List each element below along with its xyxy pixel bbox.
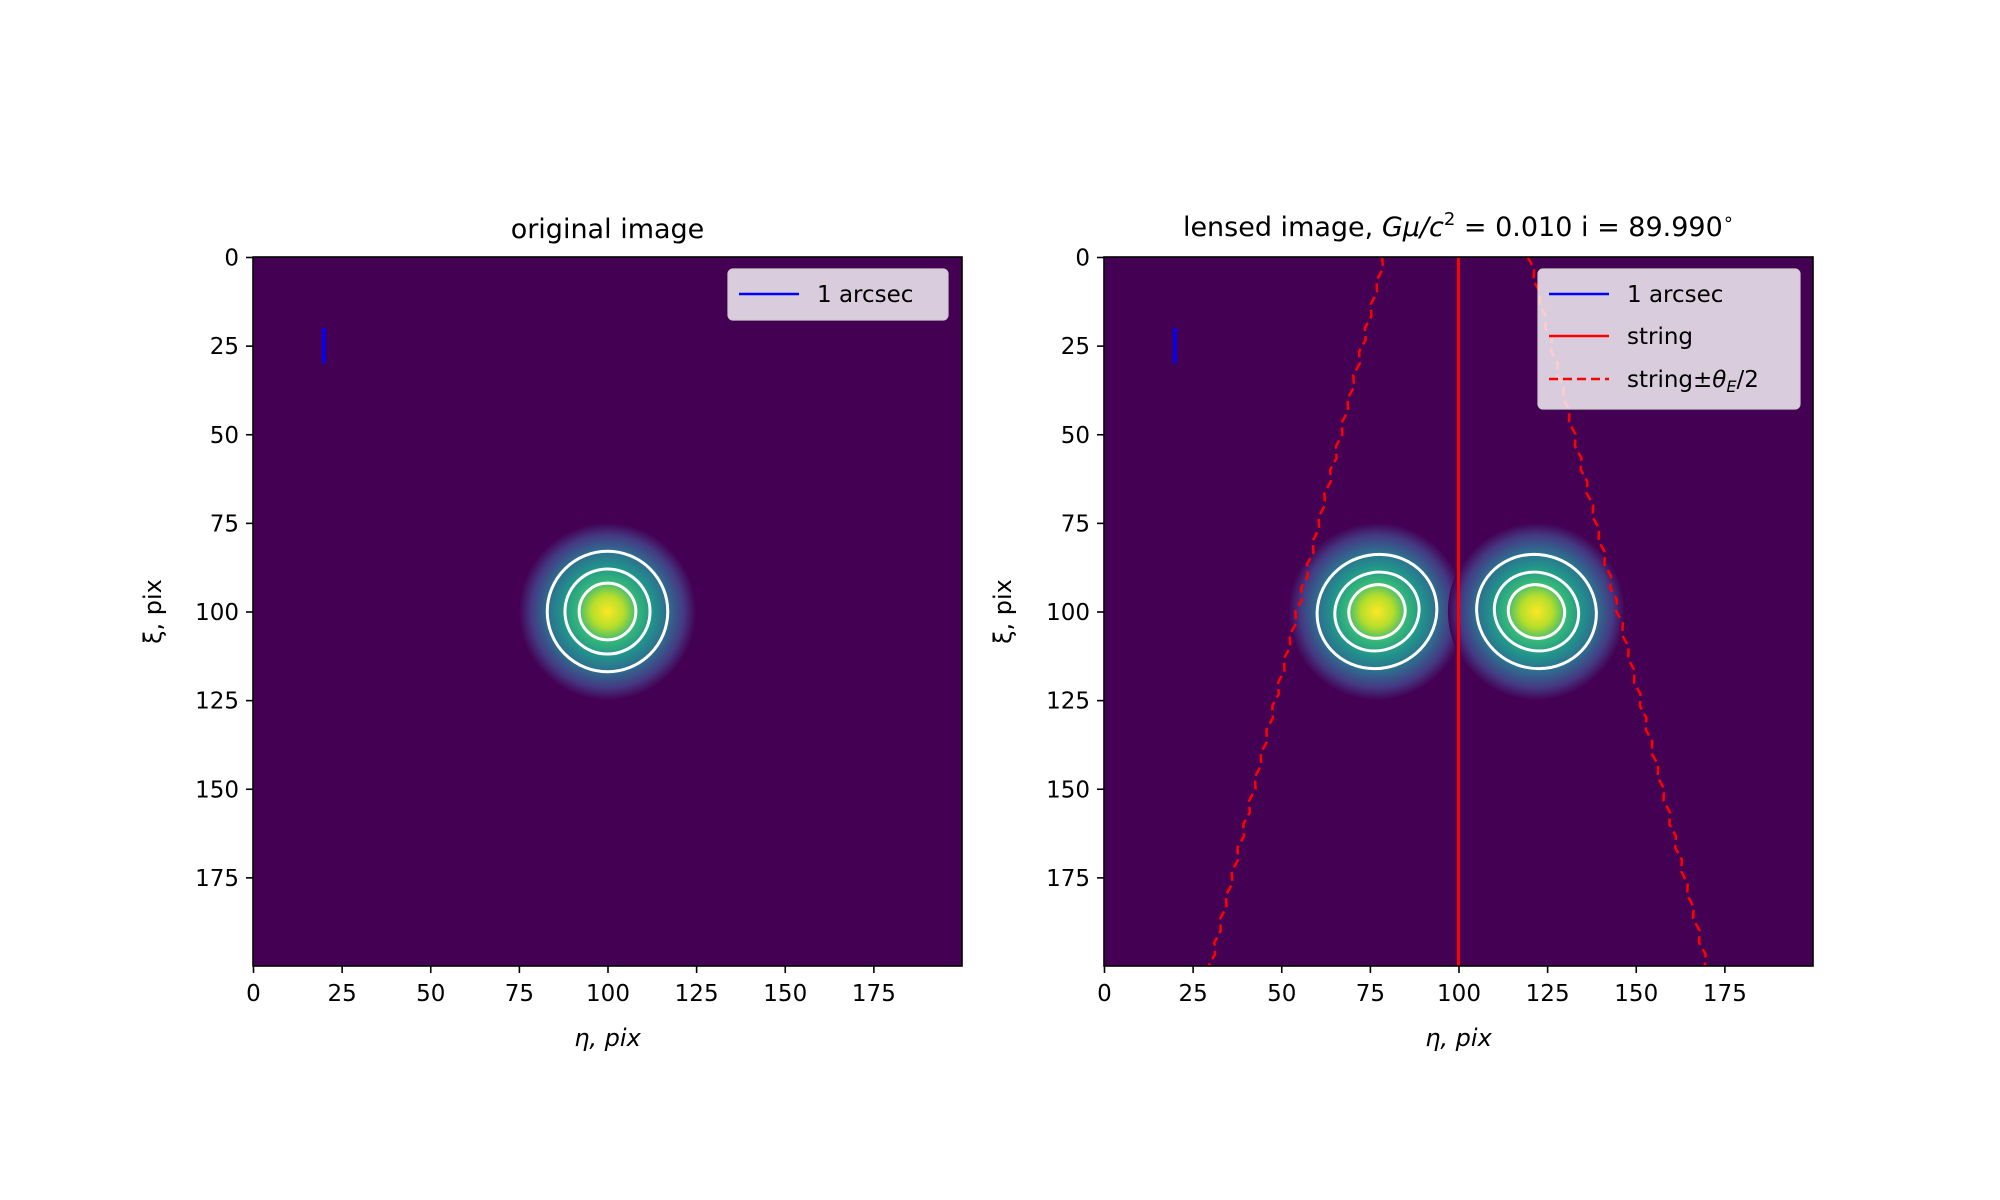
contour-line [1315,552,1439,671]
contour-line [1506,583,1567,640]
legend-label-arcsec: 1 arcsec [1627,282,1723,308]
x-tick-label: 75 [505,981,534,1007]
y-tick-label: 75 [1061,511,1090,537]
y-tick-label: 25 [1061,334,1090,360]
source-blob [518,522,697,701]
plot-area [1173,257,1707,966]
y-tick-label: 50 [210,423,239,449]
source-glow [518,522,697,701]
y-tick-label: 175 [195,866,239,892]
y-tick-label: 25 [210,334,239,360]
x-tick-label: 175 [852,981,896,1007]
contour-line [1333,570,1421,653]
x-tick-label: 0 [246,981,261,1007]
source-blob [1447,522,1626,701]
chart-title: lensed image, Gμ/c2 = 0.010 i = 89.990∘ [1183,209,1734,243]
contour-line [1475,552,1598,671]
y-tick-label: 0 [224,246,239,272]
x-tick-label: 0 [1097,981,1112,1007]
legend-box [1537,268,1801,410]
x-tick-label: 175 [1703,981,1747,1007]
source-blob [1288,522,1466,701]
y-tick-label: 175 [1046,866,1090,892]
contour-line [563,567,652,656]
x-tick-label: 125 [1526,981,1570,1007]
x-tick-label: 125 [675,981,719,1007]
y-tick-label: 125 [195,689,239,715]
legend-label-string-edges: string±θE/2 [1627,367,1759,396]
string-edge-line [1207,257,1385,966]
y-tick-label: 75 [210,511,239,537]
y-tick-label: 125 [1046,689,1090,715]
y-axis: 0 25 50 75 100 125 150 175 [1046,246,1104,892]
x-tick-label: 50 [1267,981,1296,1007]
x-tick-label: 50 [416,981,445,1007]
y-tick-label: 50 [1061,423,1090,449]
left-panel: original image 0 25 50 75 100 125 150 175 0 25 50… [139,214,963,1052]
x-axis-label: η, pix [574,1024,641,1052]
x-tick-label: 150 [763,981,807,1007]
legend-label-arcsec: 1 arcsec [817,282,913,308]
y-tick-label: 150 [1046,777,1090,803]
y-axis: 0 25 50 75 100 125 150 175 [195,246,253,892]
y-axis-label: ξ, pix [139,579,167,644]
source-glow [1288,522,1466,701]
y-tick-label: 150 [195,777,239,803]
right-panel: lensed image, Gμ/c2 = 0.010 i = 89.990∘ … [989,209,1814,1052]
x-tick-label: 100 [1437,981,1481,1007]
legend-box [727,268,949,321]
contour-line [577,581,638,642]
legend: 1 arcsec string string±θE/2 [1537,268,1801,410]
x-tick-label: 25 [327,981,356,1007]
contour-line [1492,570,1581,653]
contour-line [545,549,670,674]
y-tick-label: 100 [1046,600,1090,626]
y-tick-label: 100 [195,600,239,626]
x-tick-label: 75 [1356,981,1385,1007]
x-axis: 0 25 50 75 100 125 150 175 [1097,966,1747,1007]
x-tick-label: 25 [1178,981,1207,1007]
x-axis-label: η, pix [1425,1024,1492,1052]
y-axis-label: ξ, pix [989,579,1017,644]
chart-title: original image [511,214,705,245]
legend-label-string: string [1627,324,1693,350]
source-glow [1447,522,1626,701]
plot-area [322,327,697,701]
x-tick-label: 150 [1614,981,1658,1007]
y-tick-label: 0 [1075,246,1090,272]
x-tick-label: 100 [586,981,630,1007]
contour-line [1347,583,1407,640]
legend: 1 arcsec [727,268,949,321]
x-axis: 0 25 50 75 100 125 150 175 [246,966,896,1007]
